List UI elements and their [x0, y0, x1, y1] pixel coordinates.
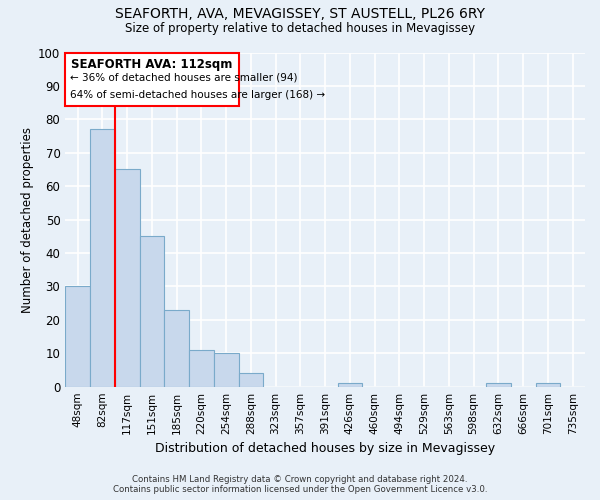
Text: SEAFORTH, AVA, MEVAGISSEY, ST AUSTELL, PL26 6RY: SEAFORTH, AVA, MEVAGISSEY, ST AUSTELL, P… [115, 8, 485, 22]
Bar [214, 354, 239, 386]
Bar [90, 130, 115, 386]
Bar [115, 170, 140, 386]
Bar [536, 384, 560, 386]
Text: ← 36% of detached houses are smaller (94): ← 36% of detached houses are smaller (94… [70, 72, 298, 82]
Bar [486, 384, 511, 386]
X-axis label: Distribution of detached houses by size in Mevagissey: Distribution of detached houses by size … [155, 442, 495, 455]
Text: 64% of semi-detached houses are larger (168) →: 64% of semi-detached houses are larger (… [70, 90, 325, 100]
Y-axis label: Number of detached properties: Number of detached properties [21, 126, 34, 312]
Text: Size of property relative to detached houses in Mevagissey: Size of property relative to detached ho… [125, 22, 475, 35]
Bar [239, 374, 263, 386]
Bar [140, 236, 164, 386]
Text: SEAFORTH AVA: 112sqm: SEAFORTH AVA: 112sqm [71, 58, 233, 70]
Bar [65, 286, 90, 386]
Bar [164, 310, 189, 386]
Bar [189, 350, 214, 387]
FancyBboxPatch shape [65, 52, 239, 106]
Text: Contains HM Land Registry data © Crown copyright and database right 2024.
Contai: Contains HM Land Registry data © Crown c… [113, 474, 487, 494]
Bar [338, 384, 362, 386]
